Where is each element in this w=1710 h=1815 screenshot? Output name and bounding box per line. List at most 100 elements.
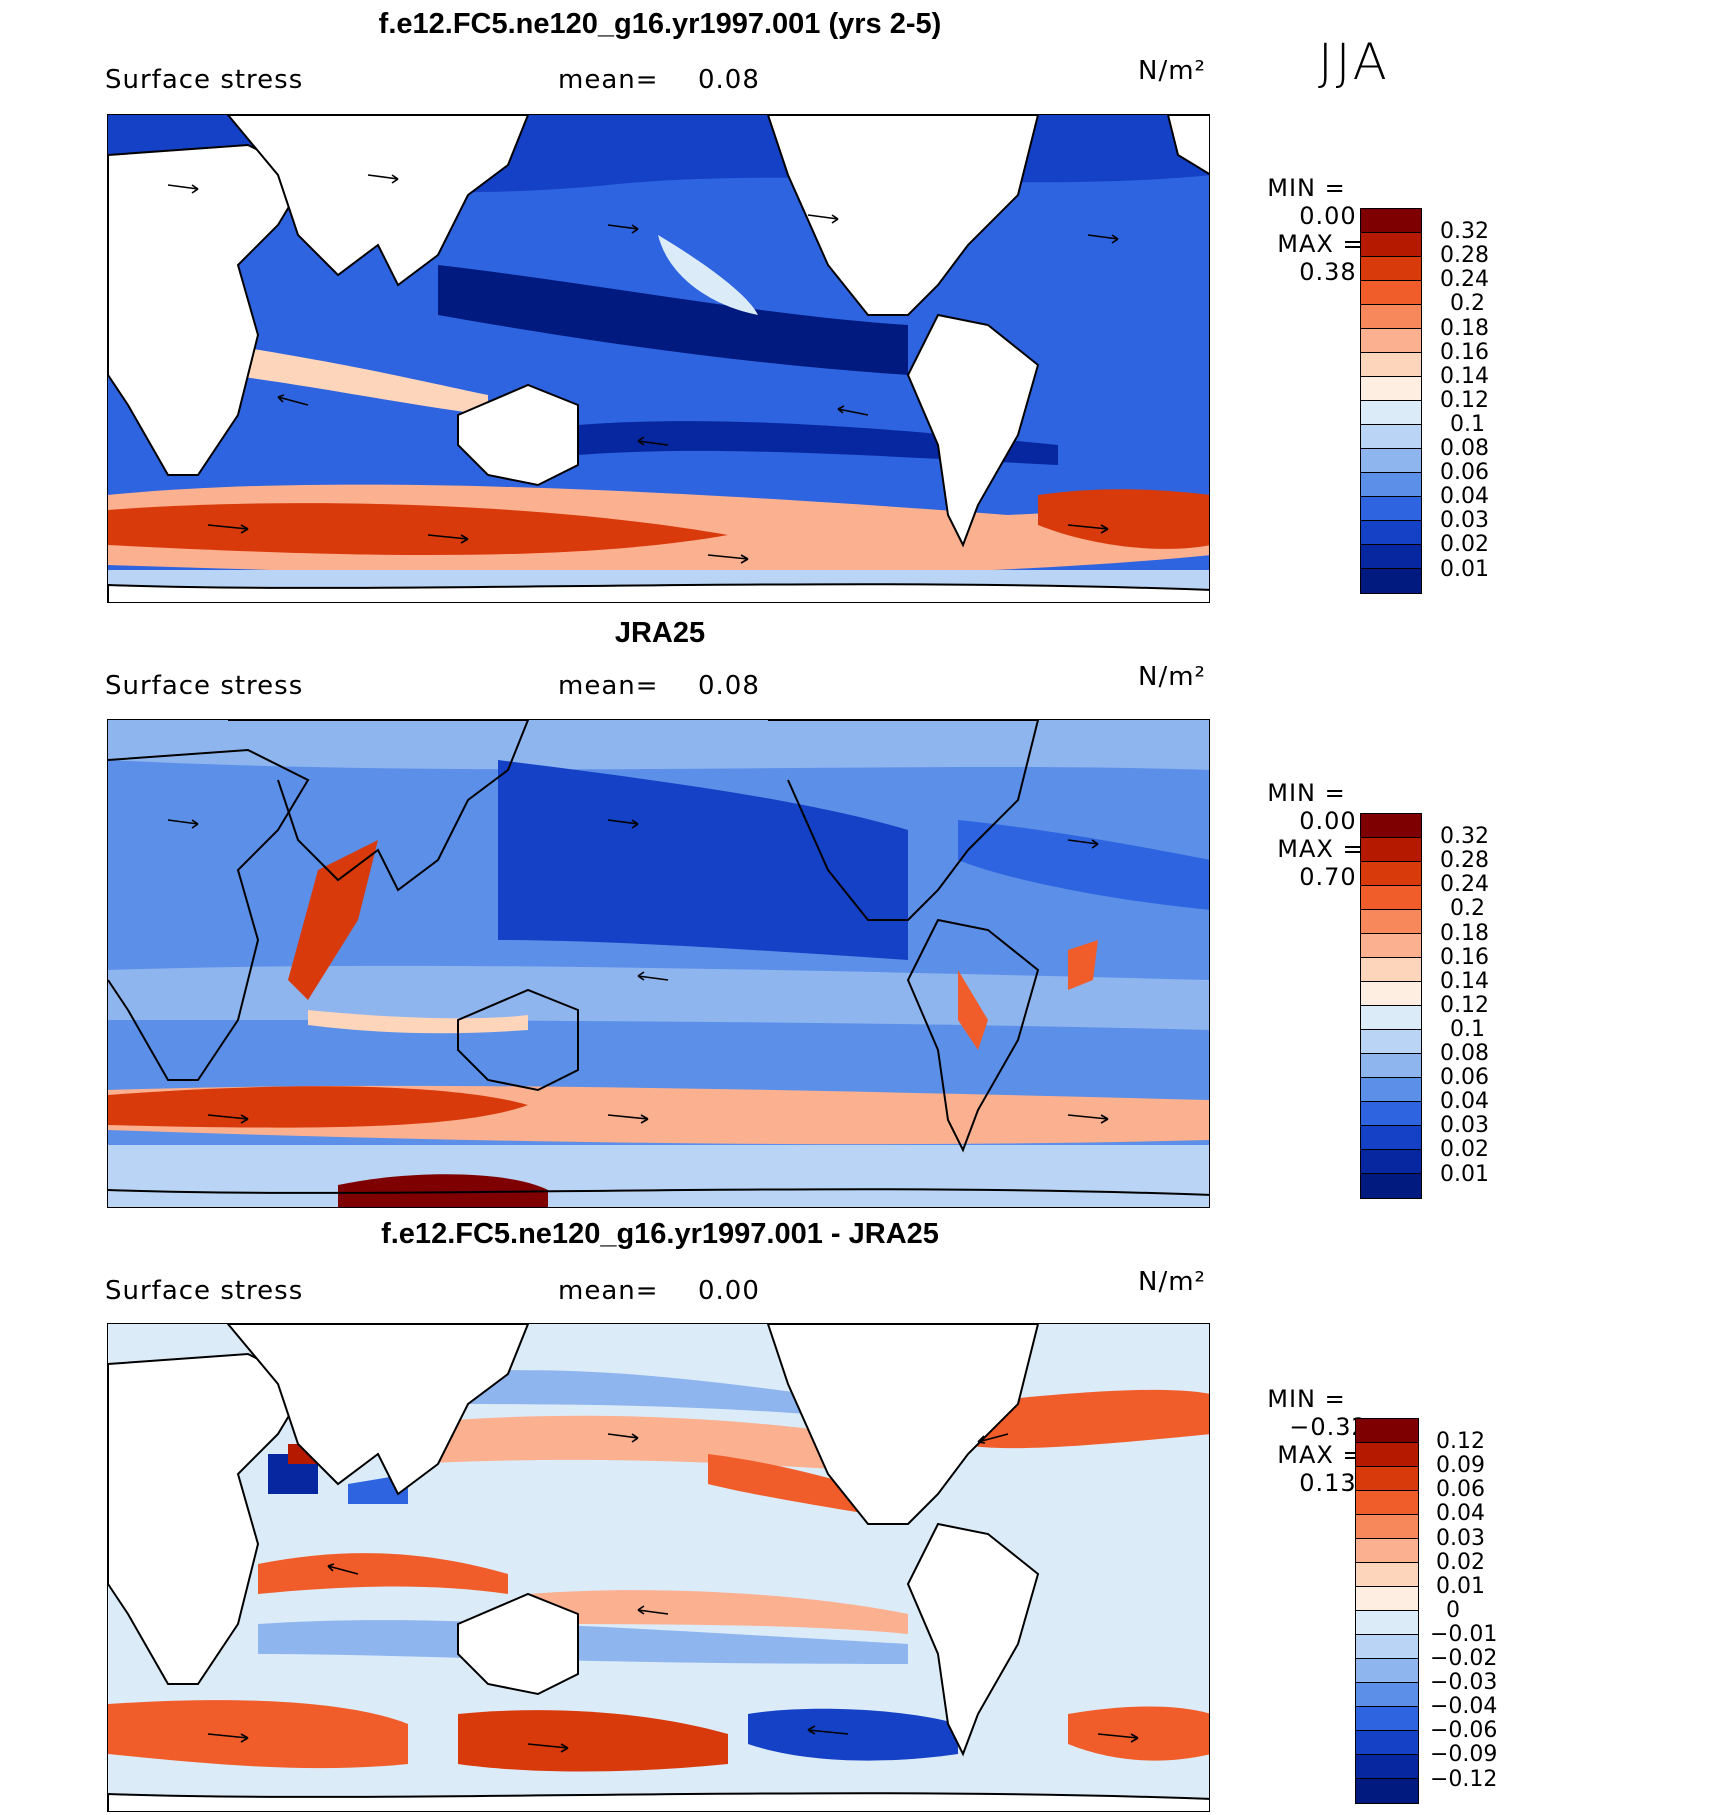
colorbar-segment bbox=[1356, 1515, 1418, 1539]
panel-3-max-value: 0.13 bbox=[1299, 1469, 1357, 1497]
colorbar-segment bbox=[1361, 281, 1421, 305]
colorbar-tick-label: 0.2 bbox=[1450, 291, 1485, 317]
panel-1-units: N/m² bbox=[1138, 56, 1206, 86]
colorbar-segment bbox=[1356, 1731, 1418, 1755]
colorbar-segment bbox=[1361, 353, 1421, 377]
colorbar-tick-label: 0.03 bbox=[1436, 1525, 1485, 1551]
colorbar-segment bbox=[1356, 1779, 1418, 1803]
panel-1-mean-label: mean= bbox=[558, 65, 659, 95]
colorbar-segment bbox=[1356, 1563, 1418, 1587]
panel-2-max-value: 0.70 bbox=[1299, 863, 1357, 891]
panel-3-minmax: MIN = −0.32 MAX = 0.13 bbox=[1250, 1357, 1368, 1497]
colorbar-segment bbox=[1361, 545, 1421, 569]
panel-3-min-value: −0.32 bbox=[1289, 1413, 1368, 1441]
colorbar-tick-label: 0.32 bbox=[1440, 219, 1489, 245]
colorbar-tick-label: 0.18 bbox=[1440, 315, 1489, 341]
colorbar-segment bbox=[1361, 910, 1421, 934]
panel-3-min-label: MIN = bbox=[1267, 1385, 1346, 1413]
colorbar-segment bbox=[1356, 1419, 1418, 1443]
panel-1-minmax: MIN = 0.00 MAX = 0.38 bbox=[1250, 146, 1364, 286]
colorbar-segment bbox=[1356, 1659, 1418, 1683]
colorbar-segment bbox=[1356, 1707, 1418, 1731]
colorbar-segment bbox=[1361, 305, 1421, 329]
colorbar-tick-label: 0.02 bbox=[1440, 532, 1489, 558]
colorbar-segment bbox=[1361, 209, 1421, 233]
panel-1-max-label: MAX = bbox=[1277, 230, 1364, 258]
colorbar-segment bbox=[1361, 1126, 1421, 1150]
colorbar-tick-label: 0.04 bbox=[1436, 1501, 1485, 1527]
colorbar-segment bbox=[1361, 1054, 1421, 1078]
colorbar-tick-label: 0.12 bbox=[1436, 1429, 1485, 1455]
panel-3-colorbar bbox=[1355, 1418, 1419, 1804]
colorbar-tick-label: 0.12 bbox=[1440, 387, 1489, 413]
panel-3-title: f.e12.FC5.ne120_g16.yr1997.001 - JRA25 bbox=[381, 1218, 939, 1250]
panel-2-variable: Surface stress bbox=[105, 671, 304, 701]
colorbar-tick-label: 0.16 bbox=[1440, 944, 1489, 970]
colorbar-tick-label: −0.03 bbox=[1430, 1670, 1498, 1696]
colorbar-tick-label: −0.02 bbox=[1430, 1646, 1498, 1671]
colorbar-segment bbox=[1361, 1078, 1421, 1102]
colorbar-tick-label: 0.14 bbox=[1440, 363, 1489, 389]
colorbar-segment bbox=[1361, 982, 1421, 1006]
colorbar-tick-label: 0.08 bbox=[1440, 1041, 1489, 1066]
panel-1-colorbar bbox=[1360, 208, 1422, 594]
panel-3-mean-label: mean= bbox=[558, 1276, 659, 1306]
colorbar-segment bbox=[1361, 473, 1421, 497]
colorbar-tick-label: 0.03 bbox=[1440, 1113, 1489, 1139]
colorbar-tick-label: 0.28 bbox=[1440, 848, 1489, 874]
panel-1-min-label: MIN = bbox=[1267, 174, 1346, 202]
colorbar-segment bbox=[1356, 1635, 1418, 1659]
panel-2-mean-value: 0.08 bbox=[698, 671, 760, 701]
panel-1-variable: Surface stress bbox=[105, 65, 304, 95]
colorbar-segment bbox=[1361, 1174, 1421, 1198]
colorbar-tick-label: 0.01 bbox=[1436, 1573, 1485, 1599]
panel-3-units: N/m² bbox=[1138, 1267, 1206, 1297]
panel-3-mean-value: 0.00 bbox=[698, 1276, 760, 1306]
panel-1-map bbox=[107, 114, 1210, 603]
colorbar-segment bbox=[1361, 838, 1421, 862]
colorbar-segment bbox=[1356, 1467, 1418, 1491]
colorbar-segment bbox=[1361, 1030, 1421, 1054]
colorbar-tick-label: −0.09 bbox=[1430, 1742, 1498, 1768]
panel-1-mean-value: 0.08 bbox=[698, 65, 760, 95]
panel-2-min-value: 0.00 bbox=[1299, 807, 1357, 835]
colorbar-segment bbox=[1361, 886, 1421, 910]
colorbar-tick-label: −0.06 bbox=[1430, 1718, 1498, 1744]
colorbar-tick-label: 0.1 bbox=[1450, 1016, 1485, 1042]
colorbar-tick-label: 0.32 bbox=[1440, 824, 1489, 850]
season-label: JJA bbox=[1318, 33, 1390, 91]
colorbar-tick-label: 0.1 bbox=[1450, 411, 1485, 437]
colorbar-tick-label: 0.04 bbox=[1440, 1089, 1489, 1115]
colorbar-tick-label: 0.18 bbox=[1440, 920, 1489, 946]
colorbar-tick-label: 0.06 bbox=[1440, 460, 1489, 486]
colorbar-tick-label: 0.01 bbox=[1440, 1161, 1489, 1187]
colorbar-segment bbox=[1356, 1683, 1418, 1707]
colorbar-segment bbox=[1361, 1150, 1421, 1174]
panel-2-mean-label: mean= bbox=[558, 671, 659, 701]
colorbar-segment bbox=[1361, 958, 1421, 982]
colorbar-tick-label: 0.28 bbox=[1440, 243, 1489, 269]
colorbar-tick-label: 0.02 bbox=[1436, 1549, 1485, 1575]
colorbar-segment bbox=[1361, 329, 1421, 353]
colorbar-tick-label: 0 bbox=[1446, 1597, 1460, 1623]
colorbar-tick-label: 0.2 bbox=[1450, 896, 1485, 922]
colorbar-tick-label: 0.24 bbox=[1440, 872, 1489, 898]
colorbar-tick-label: 0.02 bbox=[1440, 1137, 1489, 1163]
colorbar-tick-label: 0.16 bbox=[1440, 339, 1489, 365]
colorbar-segment bbox=[1361, 401, 1421, 425]
colorbar-tick-label: 0.06 bbox=[1436, 1477, 1485, 1503]
colorbar-segment bbox=[1361, 257, 1421, 281]
colorbar-segment bbox=[1361, 569, 1421, 593]
colorbar-tick-label: 0.03 bbox=[1440, 508, 1489, 534]
colorbar-tick-label: 0.04 bbox=[1440, 484, 1489, 510]
panel-1-max-value: 0.38 bbox=[1299, 258, 1357, 286]
panel-3-map bbox=[107, 1323, 1210, 1812]
panel-2-title: JRA25 bbox=[614, 617, 706, 649]
panel-2-max-label: MAX = bbox=[1277, 835, 1364, 863]
colorbar-segment bbox=[1361, 449, 1421, 473]
colorbar-segment bbox=[1356, 1587, 1418, 1611]
colorbar-segment bbox=[1361, 814, 1421, 838]
colorbar-segment bbox=[1361, 497, 1421, 521]
colorbar-segment bbox=[1356, 1491, 1418, 1515]
colorbar-tick-label: 0.24 bbox=[1440, 267, 1489, 293]
